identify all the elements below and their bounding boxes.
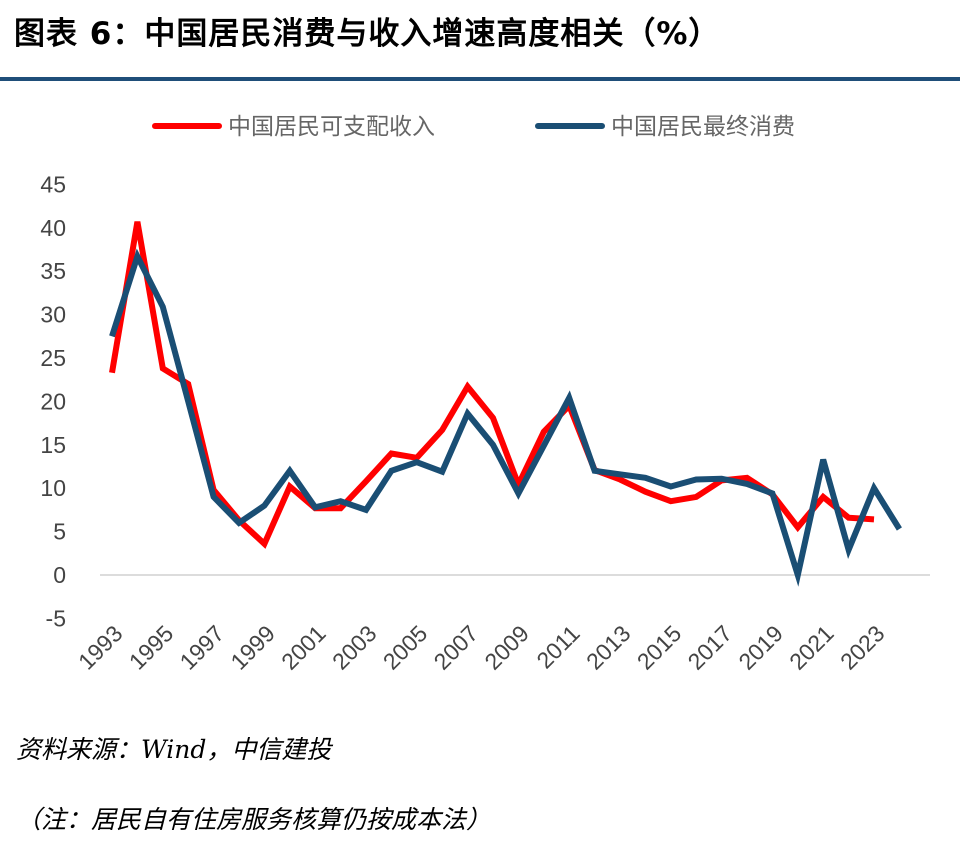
y-tick-label: 15 <box>40 432 66 458</box>
y-tick-label: 10 <box>40 475 66 501</box>
y-tick-label: 45 <box>40 171 66 197</box>
x-tick-label: 2011 <box>531 620 584 673</box>
series-line-1 <box>109 221 875 549</box>
y-tick-label: 0 <box>53 562 66 588</box>
x-tick-label: 2015 <box>632 620 687 675</box>
x-tick-label: 2019 <box>733 620 788 675</box>
plot-area <box>109 221 902 587</box>
x-tick-label: 2003 <box>327 620 382 675</box>
x-tick-label: 1995 <box>124 620 179 675</box>
x-tick-label: 1993 <box>73 620 128 675</box>
legend: 中国居民可支配收入 中国居民最终消费 <box>152 114 795 140</box>
x-tick-label: 1999 <box>225 620 280 675</box>
legend-label-1: 中国居民可支配收入 <box>228 114 435 140</box>
y-tick-label: 35 <box>40 258 66 284</box>
x-tick-label: 2017 <box>683 620 738 675</box>
x-tick-label: 2005 <box>378 620 433 675</box>
x-tick-label: 2009 <box>479 620 534 675</box>
x-tick-label: 2013 <box>581 620 636 675</box>
x-tick-label: 2001 <box>276 620 331 675</box>
x-tick-label: 2021 <box>784 620 839 675</box>
title-divider <box>0 77 960 81</box>
legend-label-2: 中国居民最终消费 <box>611 114 795 140</box>
x-tick-label: 2007 <box>429 620 484 675</box>
y-tick-label: 40 <box>40 215 66 241</box>
x-axis: 1993199519971999200120032005200720092011… <box>73 620 890 675</box>
chart-title: 图表 6：中国居民消费与收入增速高度相关（%） <box>14 16 721 52</box>
y-tick-label: 25 <box>40 345 66 371</box>
y-tick-label: -5 <box>46 605 66 631</box>
x-tick-label: 1997 <box>175 620 230 675</box>
y-tick-label: 20 <box>40 388 66 414</box>
y-tick-label: 30 <box>40 302 66 328</box>
y-tick-label: 5 <box>53 519 66 545</box>
source-text: 资料来源：Wind，中信建投 <box>16 735 332 764</box>
series-line-2 <box>109 248 902 587</box>
x-tick-label: 2023 <box>835 620 890 675</box>
note-text: （注：居民自有住房服务核算仍按成本法） <box>16 805 492 834</box>
y-axis: 45 40 35 30 25 20 15 10 5 0 -5 <box>40 171 930 631</box>
